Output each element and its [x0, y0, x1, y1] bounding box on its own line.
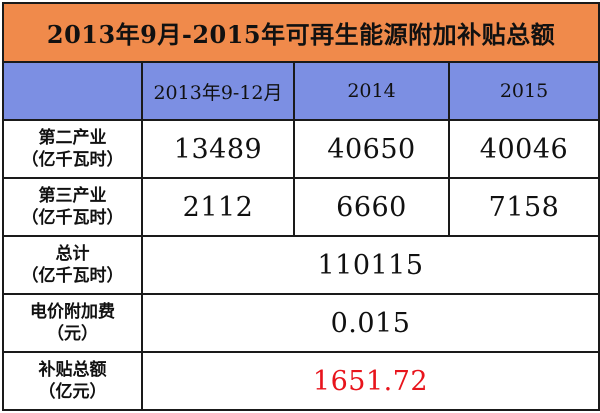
row-label-tertiary-industry: 第三产业 （亿千瓦时）	[2, 177, 143, 237]
table-title: 2013年9月-2015年可再生能源附加补贴总额	[1, 2, 600, 63]
cell-secondary-2014: 40650	[293, 119, 450, 179]
row-label-fee: 电价附加费 （元）	[2, 293, 143, 353]
cell-secondary-2013: 13489	[141, 119, 295, 179]
cell-total-value: 110115	[140, 235, 600, 295]
row-label-line2: （亿千瓦时）	[21, 208, 124, 228]
cell-tertiary-2015: 7158	[447, 177, 600, 237]
row-label-line2: （元）	[47, 324, 98, 344]
row-label-line2: （亿千瓦时）	[21, 150, 124, 170]
table-row-fee: 电价附加费 （元） 0.015	[2, 293, 600, 353]
cell-secondary-2015: 40046	[447, 119, 600, 179]
row-label-line1: 总计	[55, 244, 90, 264]
row-label-subsidy: 补贴总额 （亿元）	[2, 351, 143, 411]
table-row-tertiary-industry: 第三产业 （亿千瓦时） 2112 6660 7158	[2, 177, 600, 237]
row-label-line1: 第三产业	[38, 186, 107, 206]
column-header-2014: 2014	[293, 61, 450, 121]
row-label-secondary-industry: 第二产业 （亿千瓦时）	[2, 119, 143, 179]
cell-tertiary-2013: 2112	[141, 177, 295, 237]
cell-tertiary-2014: 6660	[293, 177, 450, 237]
table-row-subsidy: 补贴总额 （亿元） 1651.72	[2, 351, 600, 411]
row-label-line1: 补贴总额	[38, 360, 107, 380]
column-header-2015: 2015	[447, 61, 600, 121]
cell-subsidy-value: 1651.72	[140, 351, 600, 411]
table-row-secondary-industry: 第二产业 （亿千瓦时） 13489 40650 40046	[2, 119, 600, 179]
cell-fee-value: 0.015	[140, 293, 600, 353]
row-label-total: 总计 （亿千瓦时）	[2, 235, 143, 295]
row-label-line2: （亿千瓦时）	[21, 266, 124, 286]
row-label-line1: 电价附加费	[30, 302, 115, 322]
header-blank-cell	[2, 61, 143, 121]
table-row-total: 总计 （亿千瓦时） 110115	[2, 235, 600, 295]
column-header-2013: 2013年9-12月	[141, 61, 295, 121]
row-label-line1: 第二产业	[38, 128, 107, 148]
row-label-line2: （亿元）	[38, 382, 107, 402]
